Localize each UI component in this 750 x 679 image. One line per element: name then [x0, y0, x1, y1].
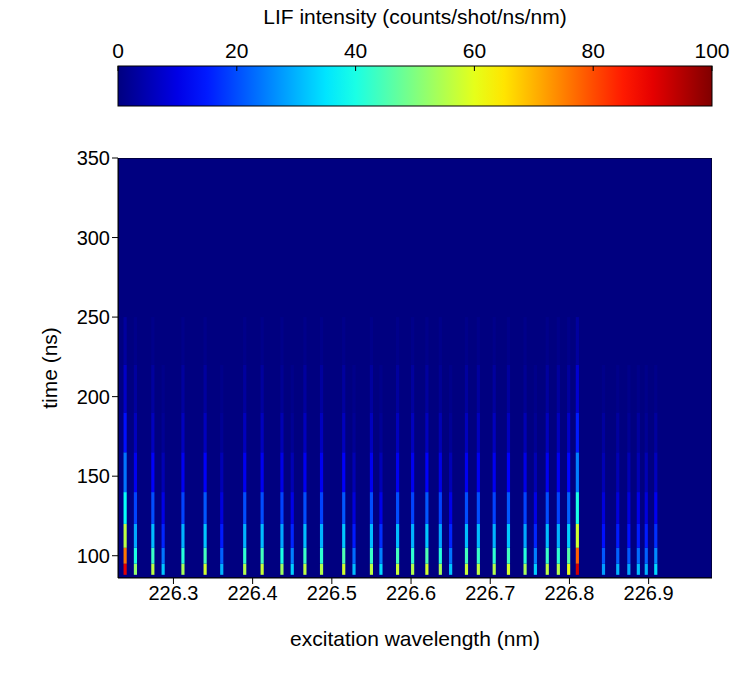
svg-text:226.4: 226.4: [228, 582, 278, 604]
svg-text:0: 0: [112, 39, 124, 62]
svg-text:226.7: 226.7: [465, 582, 515, 604]
svg-text:LIF intensity (counts/shot/ns/: LIF intensity (counts/shot/ns/nm): [263, 5, 566, 28]
svg-text:20: 20: [225, 39, 248, 62]
svg-text:150: 150: [77, 465, 110, 487]
svg-text:100: 100: [77, 545, 110, 567]
svg-text:300: 300: [77, 227, 110, 249]
svg-text:226.8: 226.8: [544, 582, 594, 604]
svg-text:226.5: 226.5: [307, 582, 357, 604]
svg-text:40: 40: [344, 39, 367, 62]
svg-text:60: 60: [463, 39, 486, 62]
svg-text:100: 100: [694, 39, 729, 62]
svg-text:250: 250: [77, 306, 110, 328]
svg-text:226.9: 226.9: [624, 582, 674, 604]
svg-text:80: 80: [582, 39, 605, 62]
svg-text:226.3: 226.3: [148, 582, 198, 604]
svg-text:time (ns): time (ns): [38, 327, 61, 409]
svg-text:excitation wavelength (nm): excitation wavelength (nm): [290, 627, 540, 650]
svg-text:200: 200: [77, 386, 110, 408]
svg-text:226.6: 226.6: [386, 582, 436, 604]
svg-text:350: 350: [77, 147, 110, 169]
